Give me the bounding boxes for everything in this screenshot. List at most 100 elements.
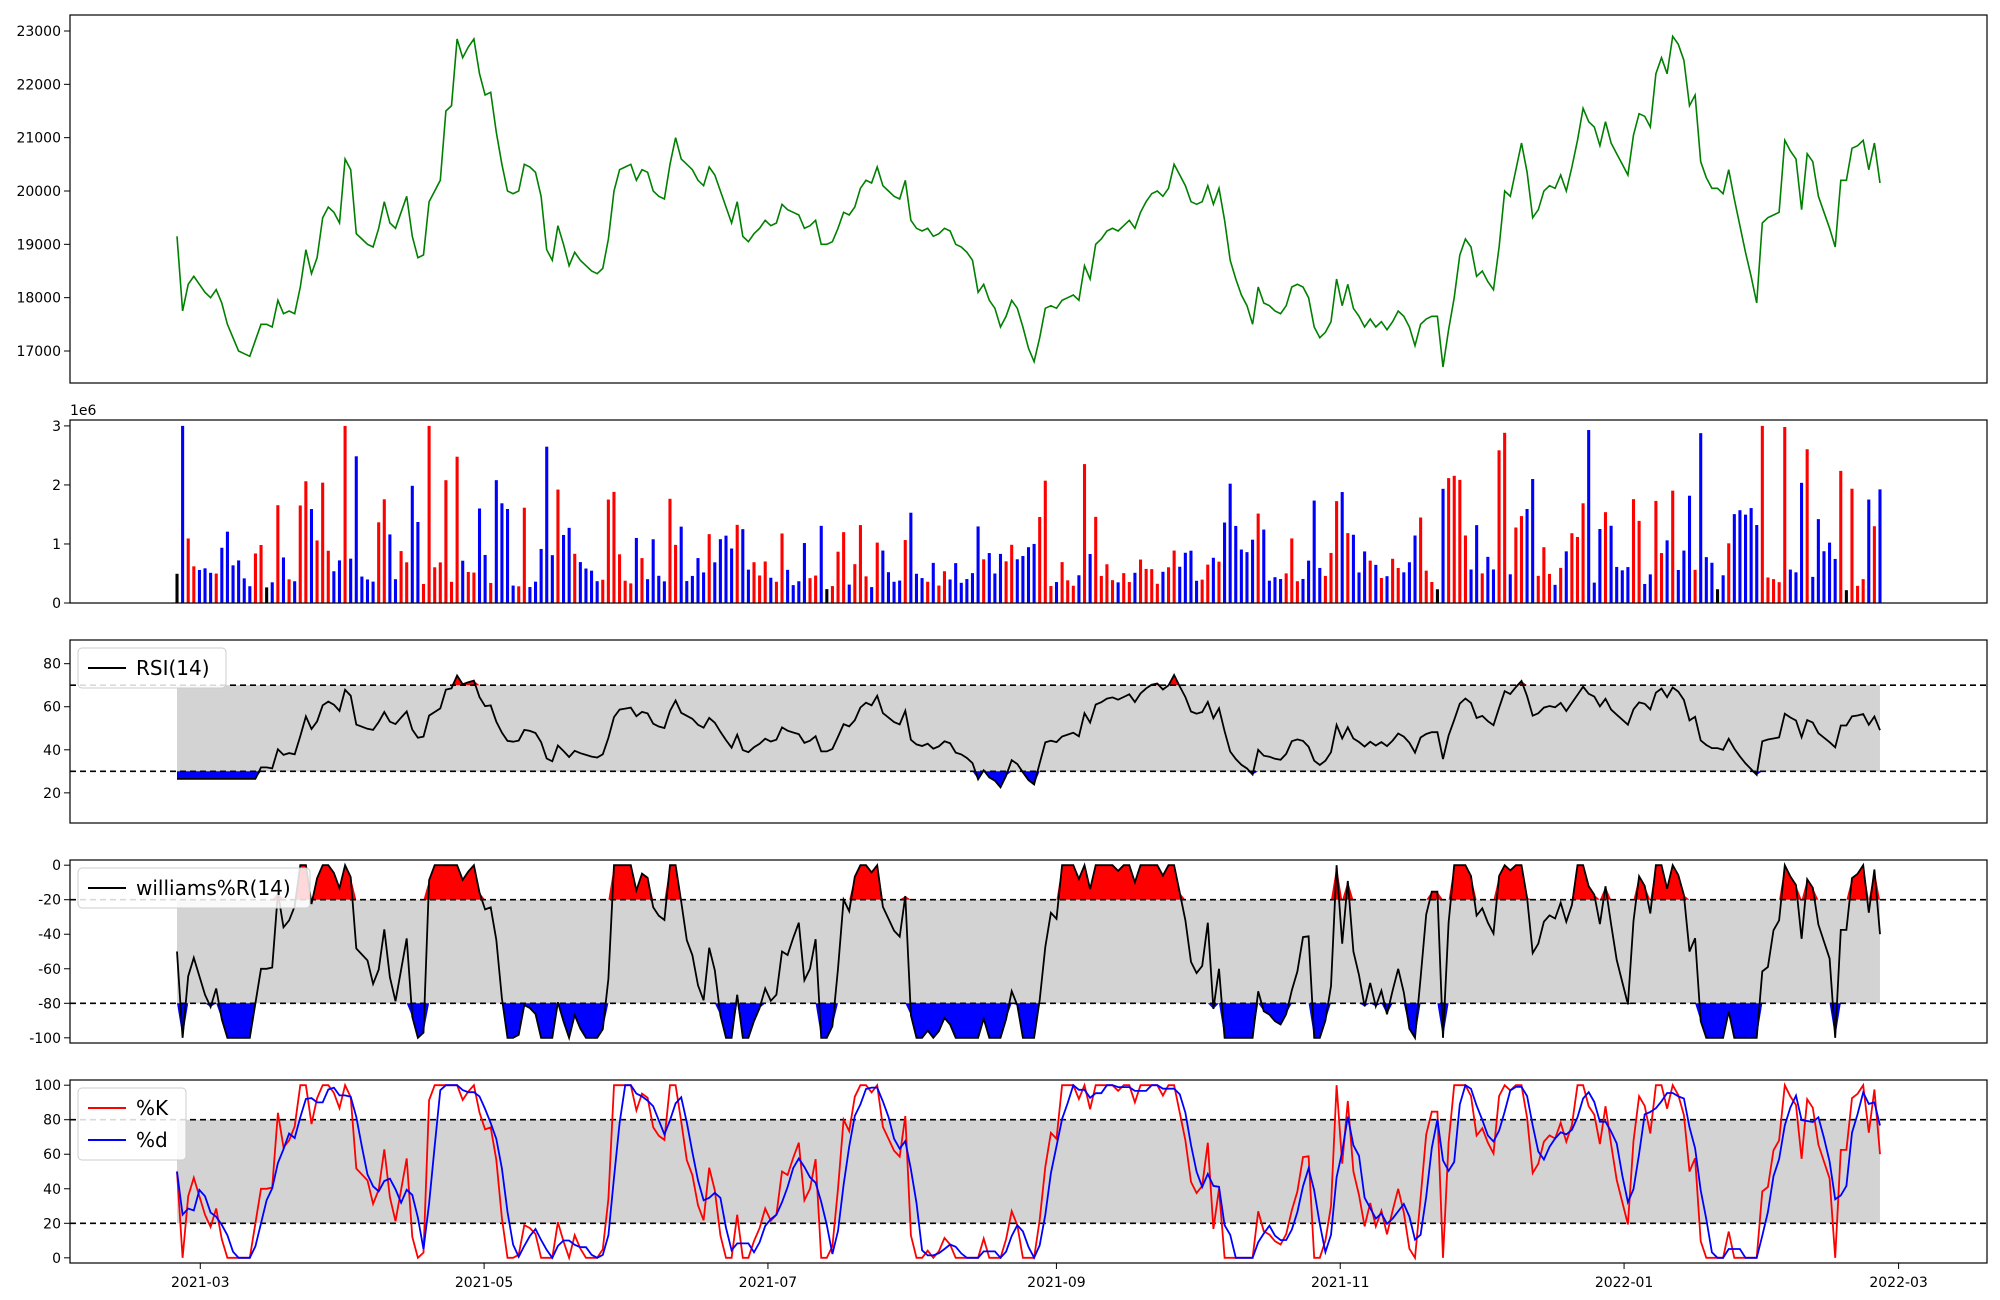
volume-bar [1116,582,1120,603]
volume-bar [270,582,274,603]
volume-bar [321,482,325,603]
volume-bar [1357,572,1361,603]
volume-bar [1867,499,1871,603]
williams-frame [69,859,1988,1044]
volume-bar [332,571,336,603]
volume-bar [1256,513,1260,603]
volume-bar [1329,552,1333,603]
volume-bar [1346,533,1350,603]
volume-bar [741,529,745,603]
volume-bar [842,532,846,603]
volume-bar [354,456,358,603]
volume-bar [522,507,526,603]
volume-bar [909,512,913,603]
volume-bar [954,563,958,603]
volume-bar [438,562,442,603]
volume-bar [1850,488,1854,603]
stochastic-ytick-label: 0 [52,1251,61,1267]
volume-bar [1715,589,1720,603]
volume-bar [505,509,510,603]
x-tick-label: 2021-09 [1027,1275,1086,1291]
williams-ytick-label: -40 [38,927,61,943]
volume-bar [634,537,638,603]
volume-bar [337,560,342,603]
volume-bar [696,558,700,603]
volume-bar [1766,577,1770,603]
volume-bar [1183,552,1187,603]
volume-bar [1010,544,1014,603]
williams-legend-box [77,867,311,909]
volume-bar [987,553,991,603]
volume-bar [758,575,762,603]
volume-bar [1503,432,1507,603]
volume-bar [618,554,622,603]
volume-bar [1144,568,1148,603]
volume-bar [1385,576,1389,603]
volume-bar [1570,533,1574,603]
volume-bar [1783,427,1787,603]
volume-bar [1626,567,1630,603]
volume-bar [1430,581,1434,603]
volume-bar [1402,572,1406,603]
x-tick-label: 2021-11 [1311,1275,1370,1291]
volume-bar [371,581,375,603]
volume-bar [1631,499,1636,603]
volume-bar [1161,571,1165,603]
volume-bar [1340,492,1344,603]
volume-bar [1699,433,1703,603]
volume-bar [1262,529,1266,603]
volume-bar [466,571,470,603]
williams-ytick-label: -60 [38,962,61,978]
volume-bar [1127,582,1131,603]
volume-bar [1822,551,1826,603]
volume-bar [1110,580,1115,603]
volume-bar [455,456,459,603]
stochastic-series-line [176,1082,1881,1261]
rsi-ytick-label: 20 [43,786,61,802]
volume-bar [769,577,773,603]
volume-bar [836,551,840,603]
volume-bar [1004,561,1008,603]
volume-bar [1872,526,1876,603]
volume-bar [276,505,280,603]
volume-bar [1833,558,1837,603]
volume-bar [1267,580,1271,603]
volume-bar [640,558,644,603]
volume-bar [433,567,437,603]
rsi-frame [69,639,1988,824]
volume-bar [702,572,706,603]
volume-bar [931,562,935,603]
volume-bar [1178,566,1182,603]
volume-scale-label: 1e6 [70,403,97,419]
volume-bar [225,531,229,603]
volume-bar [1772,579,1776,603]
volume-bar [679,526,683,603]
volume-bar [382,499,386,603]
volume-bar [746,569,750,603]
volume-bar [214,573,218,603]
volume-bar [567,527,571,603]
volume-bar [1133,572,1137,603]
volume-bar [713,562,717,603]
volume-bar [752,562,756,603]
rsi-series-line [177,673,1881,790]
volume-bar [1032,543,1036,603]
volume-bar [718,539,722,603]
x-tick-label: 2022-03 [1869,1275,1928,1291]
volume-bar [1609,525,1613,603]
volume-bar [556,489,560,603]
volume-bar [393,579,398,603]
volume-bar [1211,557,1215,603]
williams-ytick-label: -80 [38,996,61,1012]
volume-bar [1648,574,1652,603]
volume-bar [388,534,392,603]
volume-bar [533,581,538,603]
volume-bar [500,503,504,603]
volume-bar [309,509,314,603]
volume-bar [1038,516,1042,603]
volume-bar [1687,495,1692,603]
volume-bar [220,547,224,603]
volume-bar [1755,525,1759,603]
volume-bar [1082,464,1087,603]
